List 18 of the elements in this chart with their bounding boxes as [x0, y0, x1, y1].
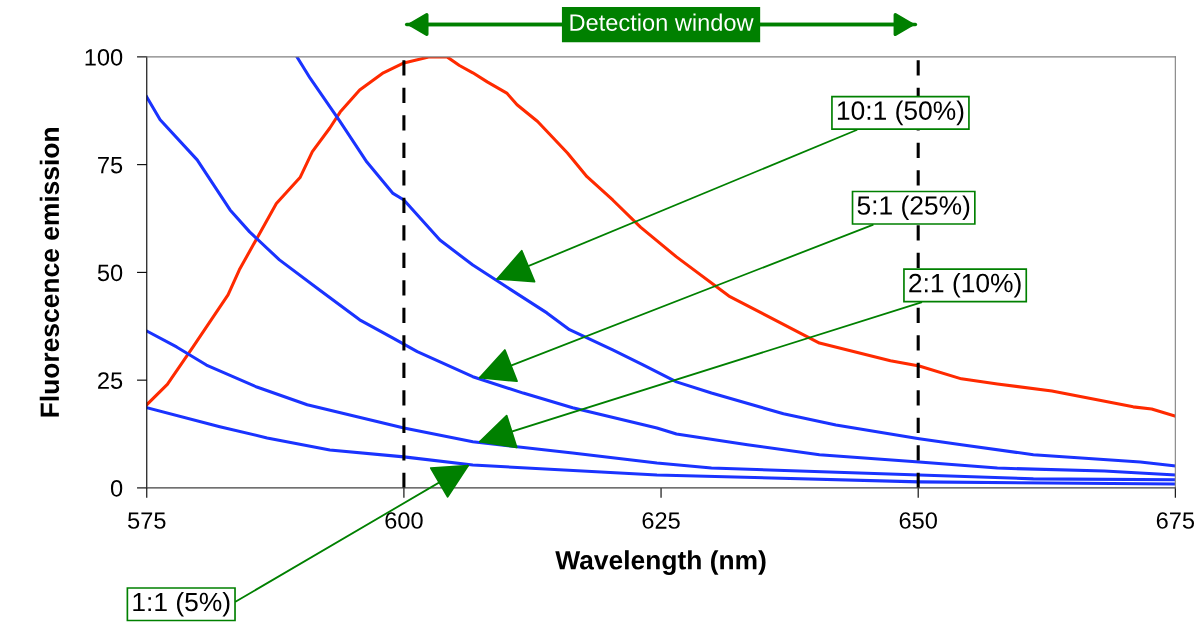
line-series — [295, 56, 1176, 468]
text: Detection window — [570, 13, 754, 31]
x-tick-label: 675 — [1156, 512, 1195, 529]
x-tick-label: 600 — [385, 512, 423, 529]
annotation: 5:1 (25%) — [857, 195, 970, 221]
y-tick-label: 75 — [98, 156, 123, 174]
y-tick-label: 100 — [85, 48, 123, 66]
x-tick-label: 650 — [899, 512, 937, 529]
annotation: 2:1 (10%) — [909, 273, 1021, 298]
y-tick-label: 50 — [97, 264, 123, 282]
y-tick-label: 0 — [110, 479, 123, 497]
y-tick-label: 25 — [98, 372, 123, 389]
x-tick-label: 625 — [642, 512, 680, 529]
x-tick-label: 575 — [128, 512, 166, 529]
annotation: 1:1 (5%) — [133, 591, 230, 617]
x-axis-title: Wavelength (nm) — [555, 550, 766, 575]
annotation: 10:1 (50%) — [837, 100, 964, 126]
y-axis-title: Fluorescence emission — [39, 128, 60, 417]
